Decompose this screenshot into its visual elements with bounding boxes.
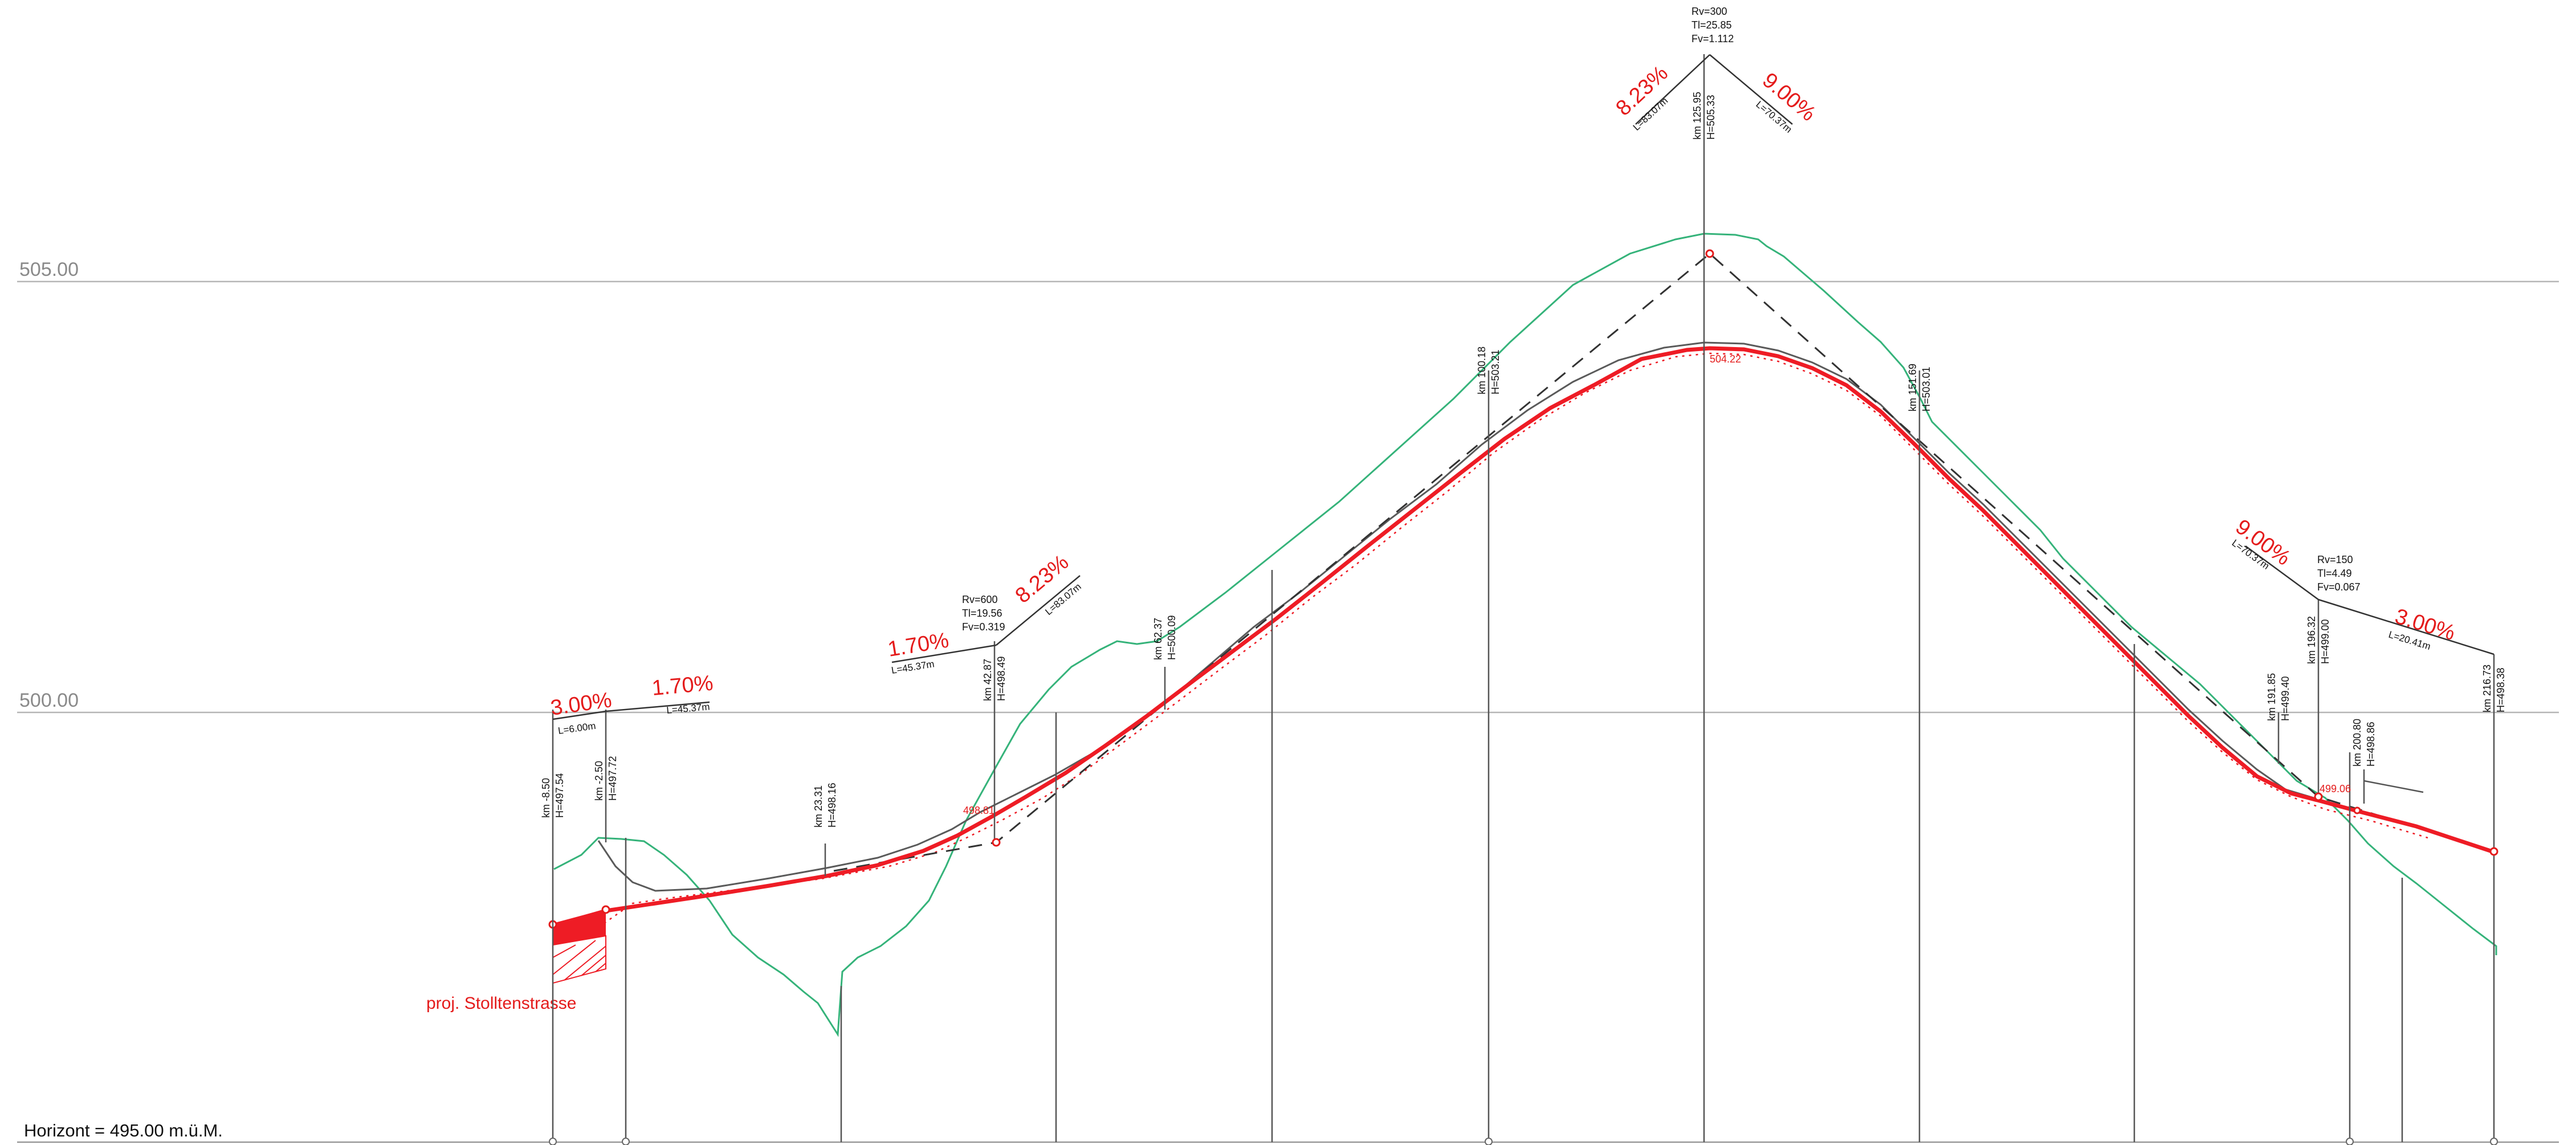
elevation-labels: 498.81 504.22 499.06 (963, 353, 2351, 816)
terrain-profile (553, 233, 2497, 1037)
grid-label-500: 500.00 (19, 690, 79, 711)
curve-tl: Tl=19.56 (962, 608, 1002, 619)
grid-label-505: 505.00 (19, 259, 79, 280)
grade-label: 8.23% (1611, 61, 1672, 120)
station-labels: km -8.50 H=497.54 km -2.50 H=497.72 km 2… (540, 92, 2506, 828)
stollen-block (548, 905, 610, 984)
station-h-label: H=503.21 (1490, 349, 1501, 394)
station-h-label: H=498.38 (2495, 667, 2506, 712)
tangent-polygon (833, 252, 2495, 872)
station-km-label: km -8.50 (540, 778, 552, 818)
vertical-curve-params: Rv=600 Tl=19.56 Fv=0.319 Rv=300 Tl=25.85… (962, 6, 2361, 633)
station-h-label: H=497.54 (554, 773, 565, 818)
elevation-grid: 505.00 500.00 (17, 259, 2559, 1143)
road-subgrade-line (604, 352, 2428, 924)
profile-verticals (549, 54, 2498, 1145)
station-h-label: H=503.01 (1921, 366, 1932, 411)
station-km-label: km 191.85 (2266, 673, 2277, 721)
curve-rv: Rv=300 (1691, 6, 1727, 17)
curve-rv: Rv=150 (2317, 554, 2353, 565)
station-km-label: km 125.95 (1691, 92, 1703, 140)
station-h-label: H=498.49 (996, 656, 1007, 701)
station-km-label: km 196.32 (2306, 616, 2317, 664)
stollen-label: proj. Stolltenstrasse (426, 994, 576, 1013)
station-h-label: H=497.72 (607, 756, 618, 801)
curve-fv: Fv=1.112 (1691, 33, 1734, 44)
station-h-label: H=498.16 (826, 783, 838, 828)
grade-annotations (552, 54, 2495, 720)
curve-fv: Fv=0.319 (962, 621, 1005, 633)
station-km-label: km 151.69 (1907, 364, 1918, 411)
station-km-label: km 216.73 (2481, 665, 2493, 712)
station-km-label: km 100.18 (1476, 347, 1487, 394)
design-points (992, 249, 2498, 856)
design-grade-line (552, 346, 2495, 928)
station-km-label: km 23.31 (813, 785, 824, 828)
grade-label: 3.00% (549, 688, 613, 720)
road-edge-line (597, 341, 2337, 892)
station-h-label: H=500.09 (1166, 615, 1177, 660)
elevation-label: 499.06 (2320, 783, 2351, 794)
elevation-label: 498.81 (963, 805, 994, 816)
station-km-label: km 200.80 (2351, 719, 2363, 767)
curve-fv: Fv=0.067 (2317, 581, 2361, 593)
curve-tl: Tl=25.85 (1691, 19, 1732, 31)
grade-label: 1.70% (886, 629, 951, 662)
station-h-label: H=498.86 (2365, 722, 2377, 767)
station-h-label: H=499.00 (2320, 619, 2331, 664)
horizont-label: Horizont = 495.00 m.ü.M. (24, 1120, 223, 1140)
grade-length-label: L=6.00m (557, 720, 597, 736)
elevation-label: 504.22 (1710, 353, 1741, 365)
station-km-label: km 62.37 (1152, 618, 1164, 660)
curve-tl: Tl=4.49 (2317, 568, 2352, 579)
grade-label: 1.70% (651, 671, 714, 700)
station-km-label: km 42.87 (982, 659, 993, 701)
curve-rv: Rv=600 (962, 594, 998, 605)
station-h-label: H=499.40 (2280, 676, 2291, 721)
grade-length-label: L=45.37m (666, 701, 710, 716)
grade-labels: 3.00% L=6.00m 1.70% L=45.37m 1.70% L=45.… (549, 61, 2457, 736)
station-km-label: km -2.50 (593, 761, 605, 801)
station-h-label: H=505.33 (1705, 95, 1717, 140)
